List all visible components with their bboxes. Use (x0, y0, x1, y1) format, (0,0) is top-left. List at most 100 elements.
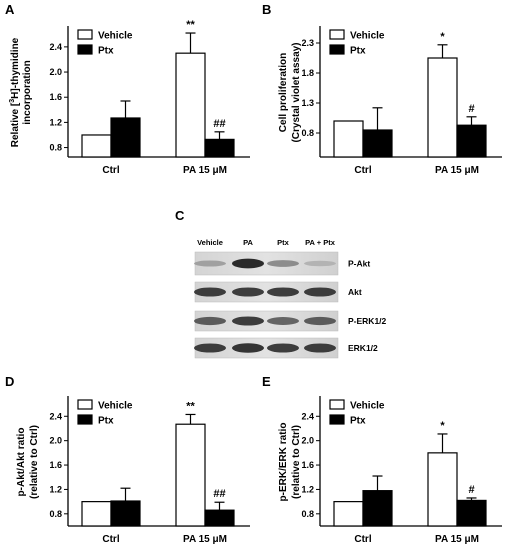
x-category-label: PA 15 μM (435, 534, 479, 545)
legend-swatch-ptx (329, 414, 345, 425)
blot-band (267, 287, 299, 297)
bar-vehicle (427, 452, 458, 527)
y-tick-label: 2.3 (301, 38, 314, 48)
y-tick-label: 1.6 (301, 460, 314, 470)
x-category-label: PA 15 μM (183, 534, 227, 545)
legend-label: Ptx (350, 46, 366, 57)
y-axis-label: Cell proliferation (Crystal violet assay) (278, 42, 302, 142)
panel-letter: C (175, 208, 185, 223)
panel-letter: B (262, 2, 271, 17)
blot-band (232, 258, 264, 269)
blot-band (304, 287, 336, 297)
blot-band (304, 260, 336, 267)
significance-marker: # (468, 484, 474, 496)
panel-e: E 0.8 1.2 1.6 2.0 2.4 p-ERK/ERK ratio (relative… (262, 374, 502, 545)
bar-vehicle (427, 57, 458, 158)
y-tick-label: 0.8 (49, 143, 62, 153)
y-axis-label-part: H]-thymidine (10, 37, 21, 99)
blot-band (232, 287, 264, 297)
panel-c-western-blot: C Vehicle PA Ptx PA + Ptx P-Akt Akt P-ERK1/2 ERK… (175, 208, 387, 359)
significance-marker: ** (186, 400, 195, 412)
blot-band (194, 287, 226, 297)
legend-label: Vehicle (350, 31, 385, 42)
blot-lane-label: Vehicle (197, 238, 223, 247)
y-tick-label: 2.4 (49, 411, 62, 421)
y-tick-label: 1.3 (301, 98, 314, 108)
panel-a: A 0.8 1.2 1.6 2.0 2.4 Relative [3H]-thymidine i… (5, 2, 250, 176)
y-axis-label-line: p-ERK/ERK ratio (278, 423, 289, 502)
y-axis-label-line: incorporation (22, 60, 33, 124)
x-category-label: PA 15 μM (183, 165, 227, 176)
panel-d: D 0.8 1.2 1.6 2.0 2.4 p-Akt/Akt ratio (relative… (5, 374, 250, 545)
bar-ptx (110, 500, 141, 527)
y-tick-label: 0.8 (49, 509, 62, 519)
significance-marker: # (468, 103, 474, 115)
bar-ptx (204, 138, 235, 158)
y-tick-label: 1.6 (49, 460, 62, 470)
legend-swatch-vehicle (77, 399, 93, 410)
blot-band (304, 343, 336, 353)
panel-letter: E (262, 374, 271, 389)
blot-band (267, 260, 299, 267)
bar-ptx (204, 509, 235, 527)
y-axis-label: p-Akt/Akt ratio (relative to Ctrl) (16, 425, 40, 499)
y-tick-label: 1.6 (49, 92, 62, 102)
blot-row-label: P-Akt (348, 259, 370, 269)
bar-ptx (456, 124, 487, 158)
bar-ptx (362, 490, 393, 527)
blot-band (304, 316, 336, 326)
legend-swatch-ptx (77, 44, 93, 55)
y-tick-label: 0.8 (301, 509, 314, 519)
y-axis-label-part: Relative [ (10, 102, 21, 147)
legend-label: Ptx (98, 416, 114, 427)
blot-lane-label: PA (243, 238, 253, 247)
legend-label: Ptx (350, 416, 366, 427)
legend-label: Vehicle (98, 31, 133, 42)
x-category-label: Ctrl (102, 165, 119, 176)
bar-vehicle (175, 52, 206, 158)
blot-band (194, 316, 226, 326)
x-category-label: Ctrl (102, 534, 119, 545)
y-axis-label-line: (relative to Ctrl) (291, 425, 302, 499)
bar-ptx (110, 117, 141, 158)
blot-band (232, 316, 264, 326)
x-category-label: Ctrl (354, 534, 371, 545)
panel-letter: D (5, 374, 14, 389)
y-tick-label: 2.4 (301, 411, 314, 421)
y-axis-label-line: Cell proliferation (278, 53, 289, 132)
blot-lane-label: PA + Ptx (305, 238, 336, 247)
blot-band (194, 260, 226, 267)
y-axis-label-line: (Crystal violet assay) (291, 42, 302, 142)
blot-band (267, 317, 299, 325)
blot-lane-label: Ptx (277, 238, 290, 247)
legend-label: Vehicle (350, 401, 385, 412)
y-tick-label: 2.0 (49, 67, 62, 77)
legend-swatch-vehicle (329, 29, 345, 40)
legend-label: Ptx (98, 46, 114, 57)
y-axis-label-line: Relative [3H]-thymidine (9, 37, 21, 147)
blot-band (232, 343, 264, 353)
y-tick-label: 2.0 (301, 436, 314, 446)
y-tick-label: 1.2 (49, 484, 62, 494)
x-category-label: Ctrl (354, 165, 371, 176)
legend-swatch-vehicle (77, 29, 93, 40)
y-axis-label-line: (relative to Ctrl) (29, 425, 40, 499)
y-tick-label: 1.2 (301, 484, 314, 494)
bar-vehicle (81, 501, 112, 527)
bar-vehicle (333, 120, 364, 158)
y-axis-label-line: p-Akt/Akt ratio (16, 428, 27, 497)
legend-swatch-ptx (329, 44, 345, 55)
significance-marker: ## (213, 118, 225, 130)
blot-row-label: ERK1/2 (348, 343, 378, 353)
blot-row-label: P-ERK1/2 (348, 316, 387, 326)
y-tick-label: 1.2 (49, 117, 62, 127)
y-tick-label: 1.8 (301, 68, 314, 78)
bar-ptx (362, 129, 393, 158)
bar-vehicle (81, 134, 112, 158)
bar-vehicle (175, 423, 206, 527)
legend-label: Vehicle (98, 401, 133, 412)
legend-swatch-vehicle (329, 399, 345, 410)
bar-vehicle (333, 501, 364, 527)
